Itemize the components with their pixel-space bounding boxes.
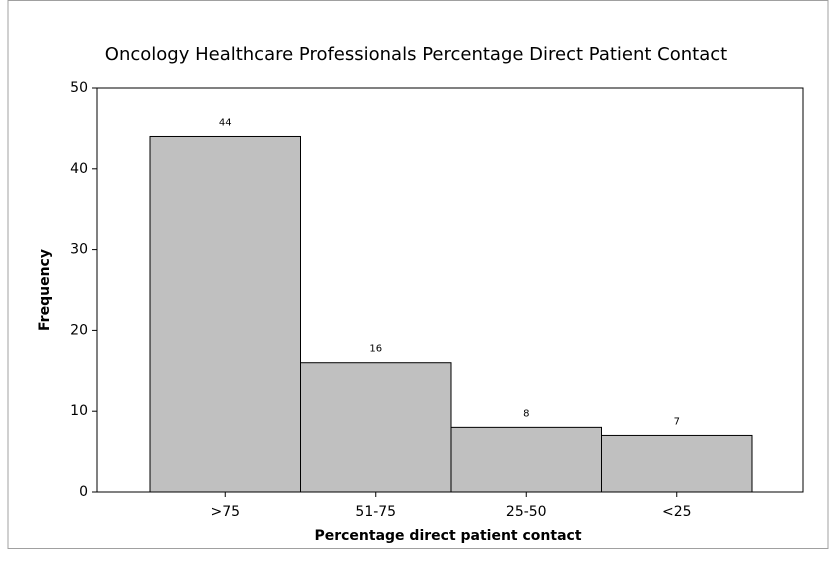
y-tick-label: 20 [70, 322, 88, 338]
x-axis-label: Percentage direct patient contact [314, 528, 581, 544]
y-tick-label: 10 [70, 403, 88, 419]
y-tick-label: 30 [70, 242, 88, 258]
data-label: 16 [369, 344, 382, 355]
x-tick-label: 25-50 [506, 504, 547, 520]
y-tick-label: 50 [70, 80, 88, 96]
x-tick-label: >75 [210, 504, 240, 520]
y-tick-label: 40 [70, 161, 88, 177]
y-tick-label: 0 [79, 484, 88, 500]
data-label: 44 [219, 117, 232, 128]
data-label: 7 [674, 416, 680, 427]
x-tick-label: <25 [662, 504, 692, 520]
y-axis-label: Frequency [37, 249, 53, 331]
data-label: 8 [523, 408, 529, 419]
x-tick-label: 51-75 [355, 504, 396, 520]
bar [601, 434, 753, 493]
bar [450, 426, 602, 493]
bar [149, 135, 301, 493]
chart-title: Oncology Healthcare Professionals Percen… [105, 44, 727, 65]
bar [300, 362, 452, 493]
